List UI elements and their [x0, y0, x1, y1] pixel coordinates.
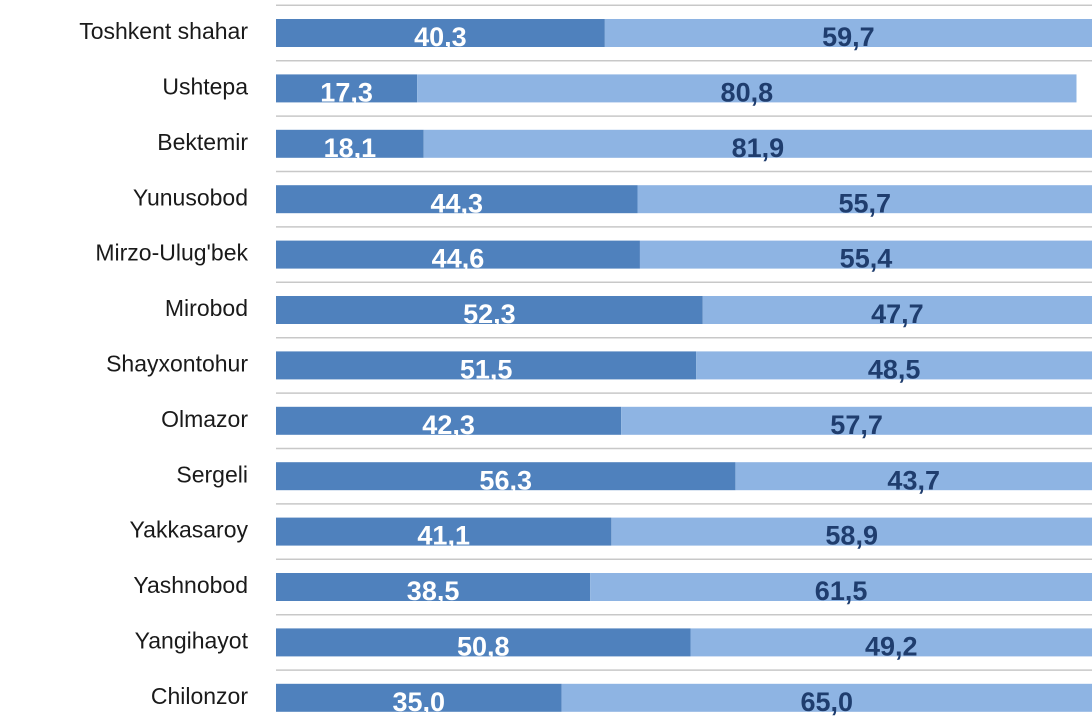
y-tick-label: Yangihayot: [135, 627, 249, 653]
bar-segment: [621, 406, 1092, 435]
bar-segment: [276, 573, 591, 601]
data-label: 44,6: [432, 244, 485, 274]
y-tick-label: Yunusobod: [133, 184, 248, 210]
data-label: 17,3: [320, 78, 373, 108]
data-label: 43,7: [887, 465, 940, 495]
data-label: 81,9: [732, 133, 785, 163]
data-label: 59,7: [822, 22, 875, 52]
data-label: 80,8: [721, 78, 774, 108]
bar-segment: [276, 406, 622, 435]
bar-segment: [611, 517, 1092, 546]
data-label: 56,3: [479, 465, 532, 495]
data-label: 42,3: [422, 410, 475, 440]
bar-segment: [276, 683, 562, 712]
bar-segment: [637, 185, 1092, 214]
bar-segment: [696, 351, 1092, 380]
y-tick-label: Mirobod: [165, 295, 248, 321]
bar-segment: [639, 240, 1092, 269]
bar-segment: [561, 683, 1092, 712]
bar-segment: [417, 74, 1077, 103]
bar-segment: [276, 628, 691, 657]
data-label: 41,1: [417, 521, 470, 551]
bar-segment: [276, 185, 638, 214]
data-label: 38,5: [407, 576, 460, 606]
bar-segment: [590, 573, 1092, 601]
y-tick-label: Ushtepa: [162, 73, 248, 99]
y-tick-label: Sergeli: [176, 461, 248, 487]
y-tick-label: Chilonzor: [151, 683, 248, 709]
bar-segment: [276, 517, 612, 546]
bar-segment: [276, 462, 736, 491]
data-label: 55,4: [840, 244, 893, 274]
bar-segment: [276, 129, 424, 158]
bar-segment: [690, 628, 1092, 657]
data-label: 40,3: [414, 22, 467, 52]
data-label: 44,3: [430, 188, 483, 218]
y-tick-label: Toshkent shahar: [79, 18, 248, 44]
bar-segment: [276, 351, 697, 380]
y-tick-label: Bektemir: [157, 129, 248, 155]
data-label: 47,7: [871, 299, 924, 329]
bar-segment: [604, 19, 1092, 47]
data-label: 49,2: [865, 632, 918, 662]
data-label: 57,7: [830, 410, 883, 440]
data-label: 61,5: [815, 576, 868, 606]
bar-segment: [276, 296, 703, 324]
y-tick-label: Olmazor: [161, 406, 248, 432]
bar-segment: [735, 462, 1092, 491]
data-label: 48,5: [868, 355, 921, 385]
y-tick-label: Mirzo-Ulug'bek: [95, 240, 248, 266]
data-label: 65,0: [801, 687, 854, 717]
data-label: 51,5: [460, 355, 513, 385]
y-tick-label: Shayxontohur: [106, 350, 248, 376]
data-label: 35,0: [393, 687, 446, 717]
data-label: 58,9: [825, 521, 878, 551]
bar-segment: [702, 296, 1092, 324]
data-label: 52,3: [463, 299, 516, 329]
y-tick-label: Yashnobod: [133, 572, 248, 598]
bar-segment: [276, 19, 605, 47]
data-label: 50,8: [457, 632, 510, 662]
data-label: 55,7: [838, 188, 891, 218]
bar-segment: [276, 74, 418, 103]
bar-segment: [423, 129, 1092, 158]
bar-segment: [276, 240, 640, 269]
y-tick-label: Yakkasaroy: [130, 517, 249, 543]
data-label: 18,1: [324, 133, 377, 163]
